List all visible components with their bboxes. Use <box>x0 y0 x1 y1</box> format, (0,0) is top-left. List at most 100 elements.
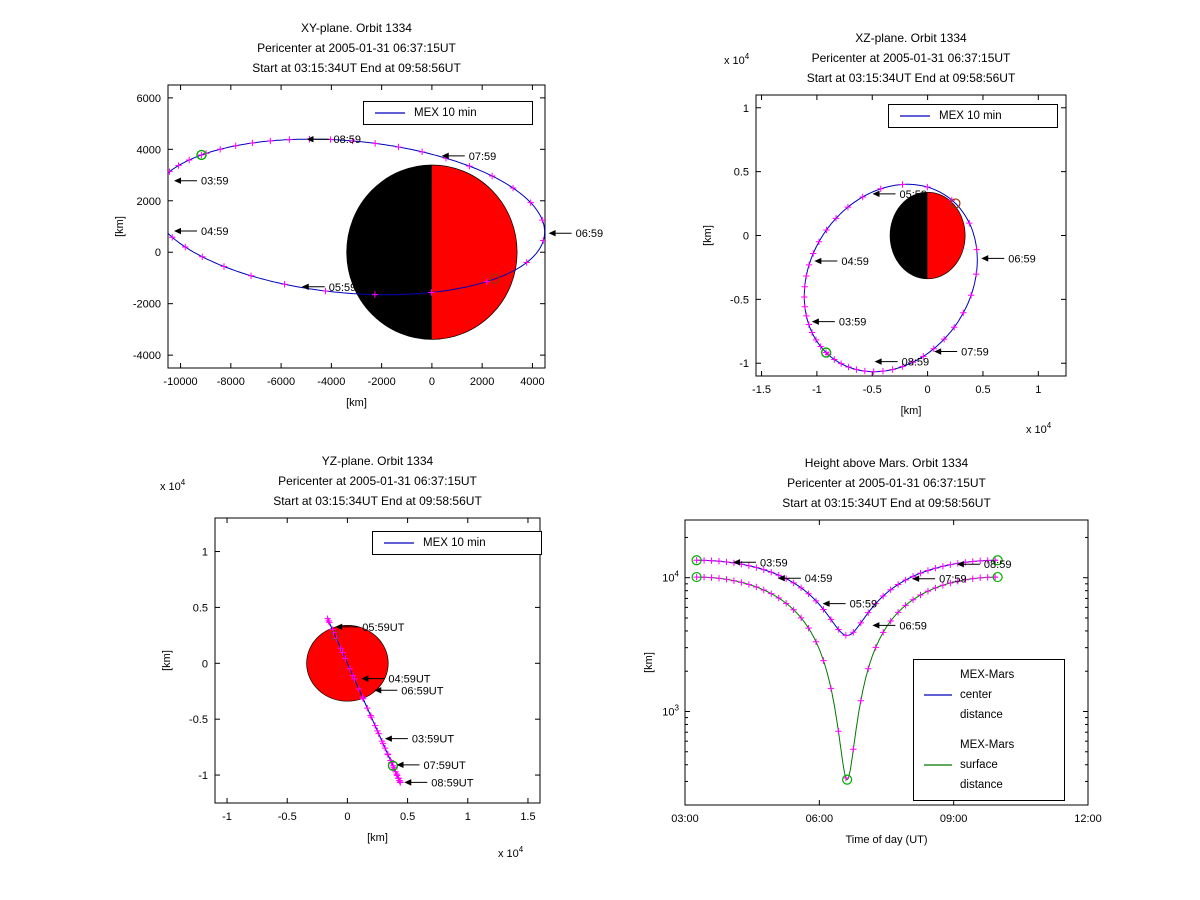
svg-text:-6000: -6000 <box>267 376 295 388</box>
svg-text:04:59: 04:59 <box>805 573 833 585</box>
xz-plot-title: XZ-plane. Orbit 1334 Pericenter at 2005-… <box>681 28 1141 88</box>
svg-text:[km]: [km] <box>901 405 922 417</box>
svg-text:06:00: 06:00 <box>806 813 834 825</box>
yz-plane-axes-box <box>214 517 541 804</box>
surface-distance-line-sample <box>924 764 952 766</box>
xz-legend: MEX 10 min <box>888 104 1058 128</box>
surface-distance-start-end-marker <box>691 571 702 583</box>
yz-plane-annotations: 03:59UT 04:59UT 05:59UT 06:59UT 07:59UT 08:59… <box>335 622 474 789</box>
svg-text:1.5: 1.5 <box>520 811 535 823</box>
center-distance-10min-markers <box>693 557 999 639</box>
svg-text:08:59UT: 08:59UT <box>431 777 473 789</box>
svg-text:0: 0 <box>155 247 161 259</box>
xz-plane-start-end-marker <box>821 347 832 358</box>
surface-distance-10min-markers <box>693 573 999 782</box>
xy-plot-title: XY-plane. Orbit 1334 Pericenter at 2005-… <box>128 18 585 78</box>
svg-text:x 104: x 104 <box>498 845 524 860</box>
svg-text:06:59: 06:59 <box>899 620 927 632</box>
surface-distance-minimum-marker <box>842 774 853 785</box>
height-title-line3: Start at 03:15:34UT End at 09:58:56UT <box>782 496 991 510</box>
svg-text:6000: 6000 <box>137 93 161 105</box>
xz-plane-10min-markers <box>801 181 980 375</box>
svg-text:03:00: 03:00 <box>671 813 699 825</box>
height-legend: MEX-Mars center distance MEX-Mars surfac… <box>913 659 1065 801</box>
surface-distance-curve <box>696 576 998 781</box>
yz-plane-pericenter-marker <box>329 630 341 641</box>
svg-text:-1: -1 <box>739 358 749 370</box>
xz-title-line3: Start at 03:15:34UT End at 09:58:56UT <box>806 71 1016 85</box>
xy-plane-axes-box <box>167 84 546 369</box>
svg-text:0.5: 0.5 <box>193 602 208 614</box>
svg-text:x 104: x 104 <box>724 52 750 67</box>
xy-legend-label: MEX 10 min <box>414 107 477 119</box>
svg-text:x 104: x 104 <box>160 478 186 493</box>
svg-text:03:59: 03:59 <box>201 176 229 188</box>
svg-text:07:59UT: 07:59UT <box>424 760 466 772</box>
xz-plane-annotations: 03:59 04:59 05:59 06:59 07:59 08:59 <box>811 189 1036 369</box>
svg-text:1: 1 <box>1035 384 1041 396</box>
xy-title-line3: Start at 03:15:34UT End at 09:58:56UT <box>252 61 461 75</box>
surface-distance-legend-label: MEX-Mars surface distance <box>960 739 1015 791</box>
svg-text:1: 1 <box>465 811 471 823</box>
yz-title-line1: YZ-plane. Orbit 1334 <box>321 454 434 468</box>
surface-distance-legend-entry: MEX-Mars surface distance <box>923 735 1014 795</box>
yz-plane-ylabel: [km] <box>161 650 173 671</box>
svg-text:0: 0 <box>925 384 931 396</box>
yz-title-line2: Pericenter at 2005-01-31 06:37:15UT <box>278 474 477 488</box>
xy-plane-plot: -10000 -8000 -6000 -4000 -2000 0 2000 4000 -4000… <box>114 84 603 409</box>
svg-text:08:59: 08:59 <box>333 134 361 146</box>
height-above-mars-ylabel: [km] <box>643 652 655 673</box>
svg-text:0: 0 <box>202 658 208 670</box>
svg-text:05:59: 05:59 <box>850 599 878 611</box>
svg-text:04:59: 04:59 <box>841 256 869 268</box>
svg-text:-1: -1 <box>812 384 822 396</box>
svg-text:04:59: 04:59 <box>201 226 229 238</box>
svg-text:08:59: 08:59 <box>902 357 930 369</box>
svg-text:03:59UT: 03:59UT <box>412 734 454 746</box>
svg-text:-10000: -10000 <box>163 376 197 388</box>
yz-plane-start-end-marker <box>387 760 399 771</box>
svg-text:03:59: 03:59 <box>760 557 788 569</box>
svg-text:06:59: 06:59 <box>576 228 604 240</box>
svg-text:0.5: 0.5 <box>400 811 415 823</box>
svg-text:05:59: 05:59 <box>329 282 357 294</box>
yz-legend: MEX 10 min <box>372 531 542 555</box>
svg-text:2000: 2000 <box>470 376 494 388</box>
svg-text:0.5: 0.5 <box>734 167 749 179</box>
xz-plane-ylabel: [km] <box>702 225 714 246</box>
svg-text:0: 0 <box>743 231 749 243</box>
xy-plane-annotations: 03:59 04:59 05:59 06:59 07:59 08:59 <box>174 134 603 294</box>
height-above-mars-axes-box <box>684 519 1089 806</box>
svg-text:03:59: 03:59 <box>839 317 867 329</box>
svg-text:05:59: 05:59 <box>900 189 928 201</box>
center-distance-line-sample <box>924 694 952 696</box>
svg-text:08:59: 08:59 <box>984 559 1012 571</box>
svg-text:-4000: -4000 <box>133 350 161 362</box>
svg-text:-2000: -2000 <box>133 299 161 311</box>
svg-text:12:00: 12:00 <box>1074 813 1102 825</box>
surface-distance-start-end-marker <box>992 571 1003 583</box>
mex-line-sample <box>384 542 414 544</box>
xy-plane-10min-markers <box>168 135 545 298</box>
xz-title-line2: Pericenter at 2005-01-31 06:37:15UT <box>811 51 1011 65</box>
center-distance-start-end-marker <box>992 555 1003 566</box>
svg-text:-0.5: -0.5 <box>189 714 208 726</box>
height-above-mars-annotations: 03:59 04:59 05:59 06:59 07:59 08:59 <box>733 557 1011 632</box>
svg-text:1: 1 <box>743 103 749 115</box>
xy-legend: MEX 10 min <box>363 101 533 125</box>
svg-text:-1: -1 <box>222 811 232 823</box>
yz-legend-label: MEX 10 min <box>423 537 486 549</box>
xy-plane-start-end-marker <box>196 149 207 161</box>
svg-text:0.5: 0.5 <box>975 384 990 396</box>
xz-title-line1: XZ-plane. Orbit 1334 <box>855 31 967 45</box>
svg-text:05:59UT: 05:59UT <box>362 622 404 634</box>
height-title-line1: Height above Mars. Orbit 1334 <box>804 456 969 470</box>
svg-text:-0.5: -0.5 <box>730 294 749 306</box>
svg-text:-4000: -4000 <box>317 376 345 388</box>
svg-text:04:59UT: 04:59UT <box>388 674 430 686</box>
svg-text:07:59: 07:59 <box>961 347 989 359</box>
xz-plane-plot: -1.5 -1 -0.5 0 0.5 1 -1 -0.5 0 0.5 1 [km] [km] x 104 x… <box>702 52 1067 436</box>
svg-text:1: 1 <box>202 547 208 559</box>
